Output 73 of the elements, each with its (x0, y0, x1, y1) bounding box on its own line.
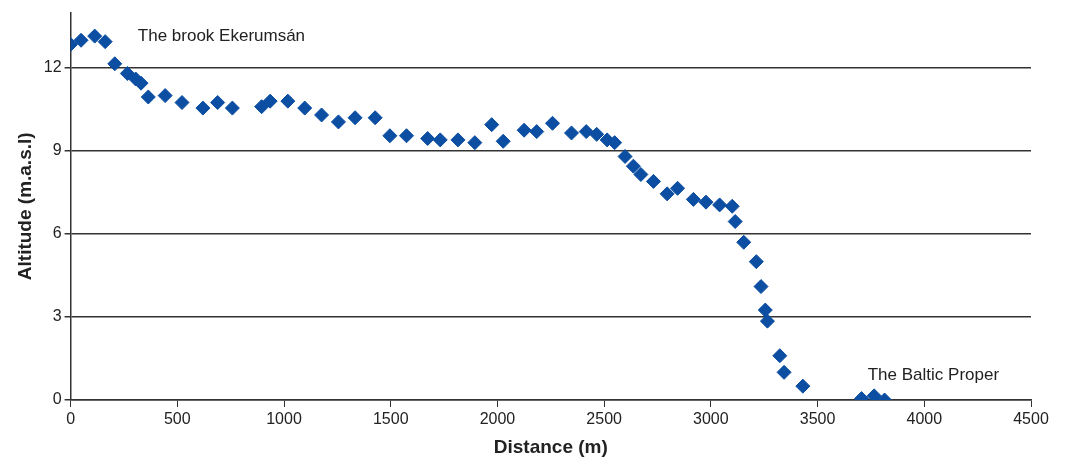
point (280, 93, 296, 109)
x-tick-label: 2000 (479, 410, 516, 428)
point (97, 34, 113, 50)
point (724, 198, 740, 214)
point (545, 115, 561, 131)
point (516, 122, 532, 138)
point (589, 126, 605, 142)
point (195, 100, 211, 116)
y-tick-label: 9 (52, 141, 62, 159)
point (633, 166, 649, 182)
point (748, 254, 764, 270)
point (140, 89, 156, 105)
x-axis-title: Distance (m) (493, 435, 608, 457)
point (698, 194, 714, 210)
point (659, 186, 675, 202)
x-tick-label: 3000 (693, 410, 729, 428)
point (432, 132, 448, 148)
point (73, 32, 89, 48)
point (866, 388, 882, 400)
point (727, 214, 743, 230)
point (529, 124, 545, 140)
point (484, 117, 500, 133)
annotation: The Baltic Proper (867, 364, 1000, 384)
point (382, 128, 398, 144)
point (399, 128, 415, 144)
point (759, 313, 775, 329)
point (712, 197, 728, 213)
point (564, 125, 579, 141)
y-tick-label: 3 (52, 307, 62, 325)
point (753, 279, 769, 295)
point (670, 180, 686, 196)
point (367, 110, 383, 126)
point (795, 378, 811, 394)
x-tick-label: 4500 (1013, 410, 1049, 428)
point (420, 131, 436, 147)
x-tick-label: 1000 (266, 410, 302, 428)
y-tick-label: 6 (52, 224, 62, 242)
x-tick-label: 4000 (906, 410, 943, 428)
point (107, 56, 123, 72)
x-tick-label: 500 (163, 410, 191, 428)
point (617, 148, 633, 164)
point (736, 234, 752, 250)
point (157, 88, 173, 104)
point (314, 107, 330, 123)
point (262, 93, 278, 109)
point (224, 100, 240, 116)
x-tick-label: 3500 (799, 410, 836, 428)
point (174, 95, 190, 111)
point (645, 173, 661, 189)
y-tick-label: 12 (43, 58, 62, 76)
point (607, 135, 623, 151)
point (625, 158, 641, 174)
x-tick-label: 0 (66, 410, 76, 428)
point (297, 100, 313, 116)
point (578, 124, 594, 140)
point (685, 191, 701, 207)
point (254, 99, 270, 115)
point (467, 135, 483, 151)
point (450, 132, 466, 148)
point (757, 302, 773, 318)
y-axis-title: Altitude (m.a.s.l) (13, 132, 35, 281)
point (210, 95, 226, 111)
point (347, 110, 363, 126)
point (330, 114, 346, 130)
y-tick-label: 0 (52, 390, 62, 408)
x-tick-label: 2500 (586, 410, 623, 428)
point (87, 28, 103, 44)
point (119, 65, 135, 81)
x-tick-label: 1500 (372, 410, 409, 428)
annotation: The brook Ekerumsán (137, 25, 306, 45)
point (772, 348, 788, 364)
point (495, 133, 511, 149)
point (776, 364, 792, 380)
